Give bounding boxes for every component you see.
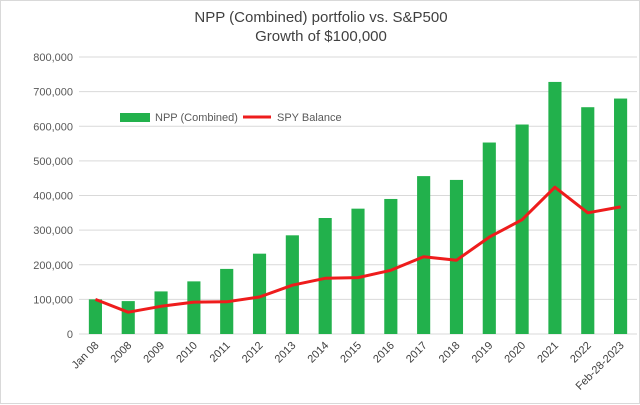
x-tick-label: 2019 [470,340,496,366]
x-tick-label: 2016 [371,340,397,366]
legend-swatch-npp [120,113,150,122]
bar [614,98,628,334]
bar [88,299,102,334]
y-tick-label: 500,000 [33,156,73,168]
gridlines [79,56,637,335]
x-tick-label: 2008 [109,340,135,366]
x-tick-label: 2013 [273,340,299,366]
bar [252,253,267,334]
bar [548,81,562,335]
bar [351,208,365,334]
chart-subtitle: Growth of $100,000 [255,28,387,45]
legend: NPP (Combined) SPY Balance [120,112,342,124]
y-tick-label: 200,000 [33,260,73,272]
spy-balance-line [94,185,621,314]
x-tick-label: 2018 [437,340,463,366]
x-tick-label: 2014 [305,340,331,366]
bar [384,198,398,334]
x-tick-label: 2021 [535,340,561,366]
x-tick-label: 2017 [404,340,430,366]
y-tick-label: 600,000 [33,121,73,133]
bar [581,107,595,334]
x-tick-label: 2022 [568,340,594,366]
y-axis-ticks: 0 100,000 200,000 300,000 400,000 500,000 600,… [33,52,73,341]
y-tick-label: 300,000 [33,225,73,237]
y-tick-label: 700,000 [33,87,73,99]
bar [154,291,168,334]
chart-title: NPP (Combined) portfolio vs. S&P500 [194,9,447,26]
bar [417,176,431,334]
bar [187,281,201,334]
legend-label-spy: SPY Balance [277,112,342,124]
bar [121,301,135,334]
y-tick-label: 100,000 [33,294,73,306]
y-tick-label: 400,000 [33,191,73,203]
line-series [94,185,621,314]
x-tick-label: 2015 [338,340,364,366]
x-tick-label: Jan 08 [70,340,102,372]
bar [449,179,464,334]
y-tick-label: 0 [67,329,73,341]
y-tick-label: 800,000 [33,52,73,64]
x-tick-label: 2010 [174,340,200,366]
x-tick-label: 2009 [141,340,167,366]
x-axis-ticks: Jan 08 2008 2009 2010 2011 2012 2013 2014 2015 20… [70,340,627,393]
bar [515,124,529,334]
x-tick-label: 2012 [240,340,266,366]
x-tick-label: 2020 [502,340,528,366]
legend-label-npp: NPP (Combined) [155,112,238,124]
bar [318,218,332,334]
x-tick-label: 2011 [208,340,233,365]
